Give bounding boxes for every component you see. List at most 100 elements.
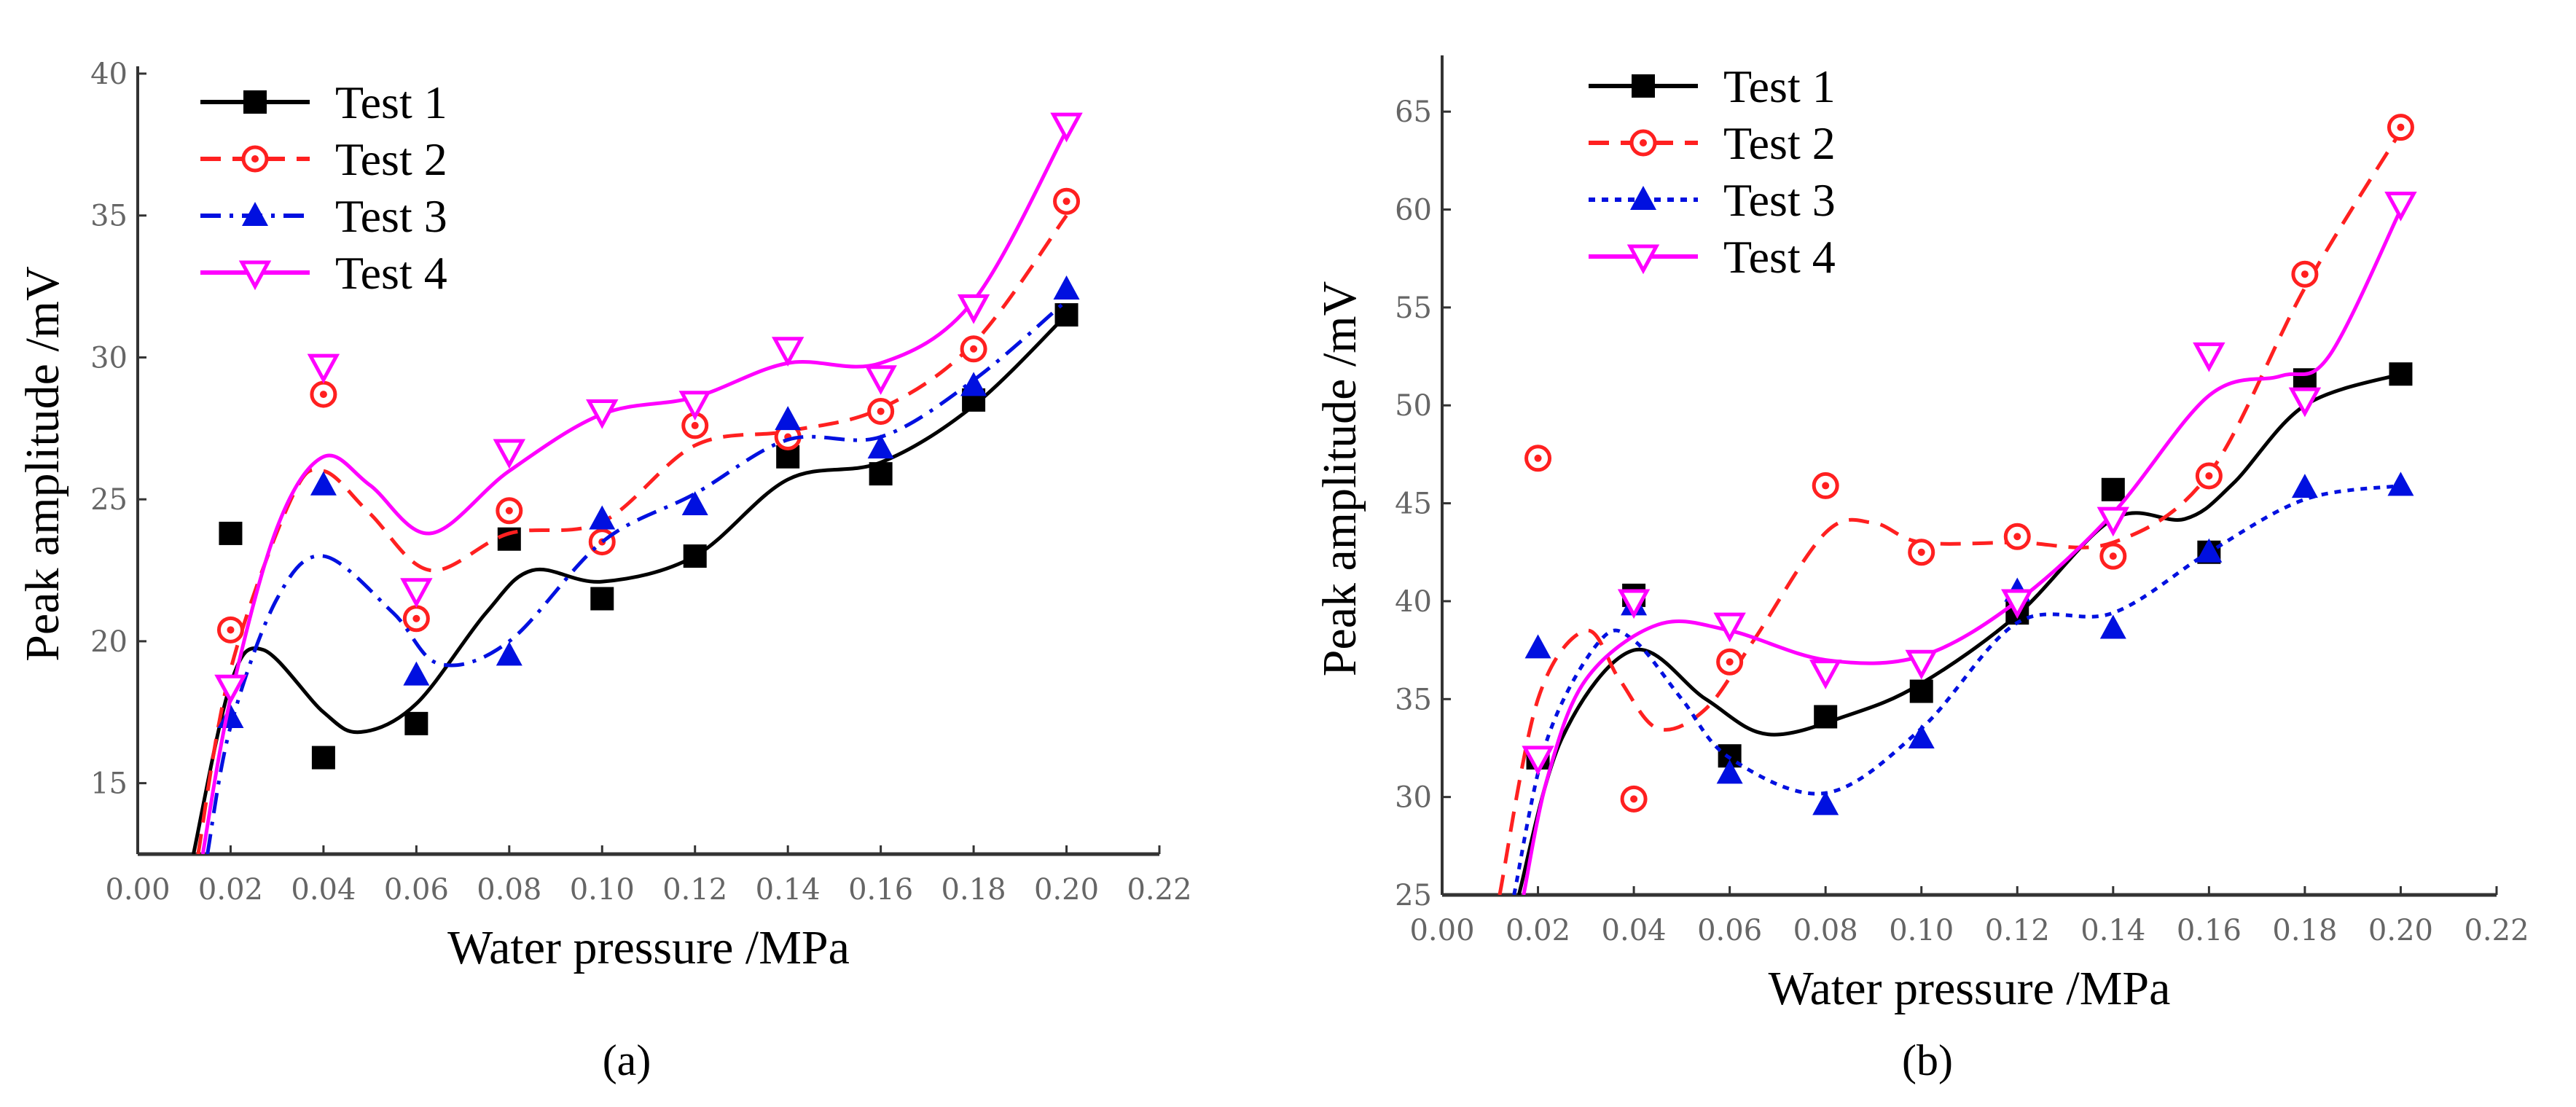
legend-label: Test 4 — [335, 247, 447, 299]
legend-item: Test 2 — [200, 133, 447, 185]
data-point — [307, 353, 340, 384]
y-tick-label: 35 — [90, 200, 128, 233]
data-point — [219, 521, 243, 545]
marker-dot — [877, 407, 885, 415]
x-tick-label: 0.04 — [291, 873, 356, 907]
x-tick-label: 0.04 — [1602, 914, 1667, 947]
data-point — [869, 462, 893, 486]
y-tick-label: 30 — [1395, 781, 1432, 815]
legend-marker — [1629, 129, 1657, 157]
marker-dot — [1726, 658, 1734, 666]
marker-dot — [2301, 270, 2309, 278]
y-tick-label: 55 — [1395, 292, 1432, 325]
data-point — [2001, 589, 2034, 619]
data-point — [2387, 472, 2414, 496]
marker-dot — [2013, 533, 2021, 541]
x-tick-label: 0.00 — [105, 873, 170, 907]
x-axis-label: Water pressure /MPa — [1769, 962, 2171, 1015]
legend-marker — [1632, 74, 1655, 98]
x-tick-label: 0.02 — [1506, 914, 1570, 947]
y-tick-label: 45 — [1395, 488, 1432, 521]
data-point — [775, 406, 802, 431]
data-point — [1522, 746, 1554, 776]
marker-dot — [970, 345, 978, 353]
x-tick-label: 0.22 — [1127, 873, 1191, 907]
legend-item: Test 4 — [200, 247, 447, 299]
data-point — [867, 434, 894, 459]
x-tick-label: 0.16 — [2177, 914, 2242, 947]
legend-marker — [241, 145, 269, 173]
x-tick-label: 0.10 — [570, 873, 635, 907]
x-tick-label: 0.00 — [1409, 914, 1474, 947]
marker-dot — [319, 391, 327, 399]
legend-label: Test 2 — [335, 133, 447, 185]
data-point — [402, 605, 430, 633]
data-point — [214, 674, 247, 705]
data-point — [1812, 472, 1839, 499]
data-point — [771, 337, 804, 367]
data-point — [1809, 660, 1842, 689]
legend-label: Test 1 — [1723, 60, 1836, 112]
data-point — [1620, 785, 1648, 813]
marker-dot — [2109, 552, 2117, 560]
data-point — [1812, 791, 1839, 815]
x-tick-label: 0.18 — [2272, 914, 2337, 947]
marker-dot — [505, 506, 513, 515]
legend-marker — [242, 202, 268, 226]
data-point — [1909, 679, 1933, 703]
x-tick-label: 0.12 — [662, 873, 727, 907]
data-point — [2291, 260, 2319, 288]
legend-marker — [1630, 186, 1656, 210]
data-point — [310, 471, 337, 496]
data-point — [678, 391, 711, 420]
series-test-4 — [1522, 191, 2417, 895]
marker-dot — [1917, 548, 1925, 556]
y-tick-label: 20 — [90, 625, 128, 659]
panel-label: (a) — [603, 1036, 651, 1084]
data-point — [1716, 759, 1743, 784]
data-point — [400, 578, 433, 609]
y-tick-label: 40 — [90, 58, 128, 91]
legend-item: Test 4 — [1589, 231, 1836, 283]
series-test-4 — [200, 112, 1083, 854]
marker-dot — [227, 626, 235, 634]
marker-dot — [1534, 454, 1542, 462]
data-point — [681, 490, 708, 515]
y-tick-label: 40 — [1395, 585, 1432, 619]
data-point — [1524, 634, 1551, 659]
panel-label: (b) — [1902, 1036, 1953, 1084]
data-point — [960, 372, 987, 396]
legend-item: Test 2 — [1589, 117, 1836, 169]
data-point — [957, 294, 990, 324]
y-tick-label: 50 — [1395, 389, 1432, 423]
fit-curve — [1522, 208, 2403, 895]
data-point — [2384, 191, 2417, 222]
x-tick-label: 0.06 — [384, 873, 449, 907]
legend-label: Test 1 — [335, 77, 447, 128]
data-point — [311, 746, 335, 770]
y-axis-label: Peak amplitude /mV — [16, 266, 69, 662]
y-tick-label: 30 — [90, 341, 128, 375]
x-tick-label: 0.16 — [848, 873, 913, 907]
data-point — [1908, 539, 1935, 566]
data-point — [493, 439, 526, 469]
chart-panel-b: 0.00 0.02 0.04 0.06 0.08 0.10 0.12 0.14 0.16 0.18… — [1313, 55, 2529, 1084]
x-tick-label: 0.02 — [198, 873, 263, 907]
legend-marker — [1626, 244, 1660, 275]
data-point — [1713, 612, 1746, 643]
data-point — [404, 711, 428, 735]
legend-item: Test 1 — [200, 77, 447, 128]
data-point — [1908, 724, 1935, 749]
data-point — [2387, 114, 2414, 141]
data-point — [867, 397, 895, 425]
marker-dot — [251, 155, 259, 163]
data-point — [216, 616, 244, 644]
data-point — [2097, 506, 2130, 537]
legend-label: Test 3 — [1723, 174, 1836, 226]
x-tick-label: 0.14 — [2080, 914, 2145, 947]
data-point — [864, 365, 897, 395]
x-tick-label: 0.14 — [756, 873, 821, 907]
fit-curve — [1512, 483, 2401, 895]
x-tick-label: 0.18 — [941, 873, 1006, 907]
